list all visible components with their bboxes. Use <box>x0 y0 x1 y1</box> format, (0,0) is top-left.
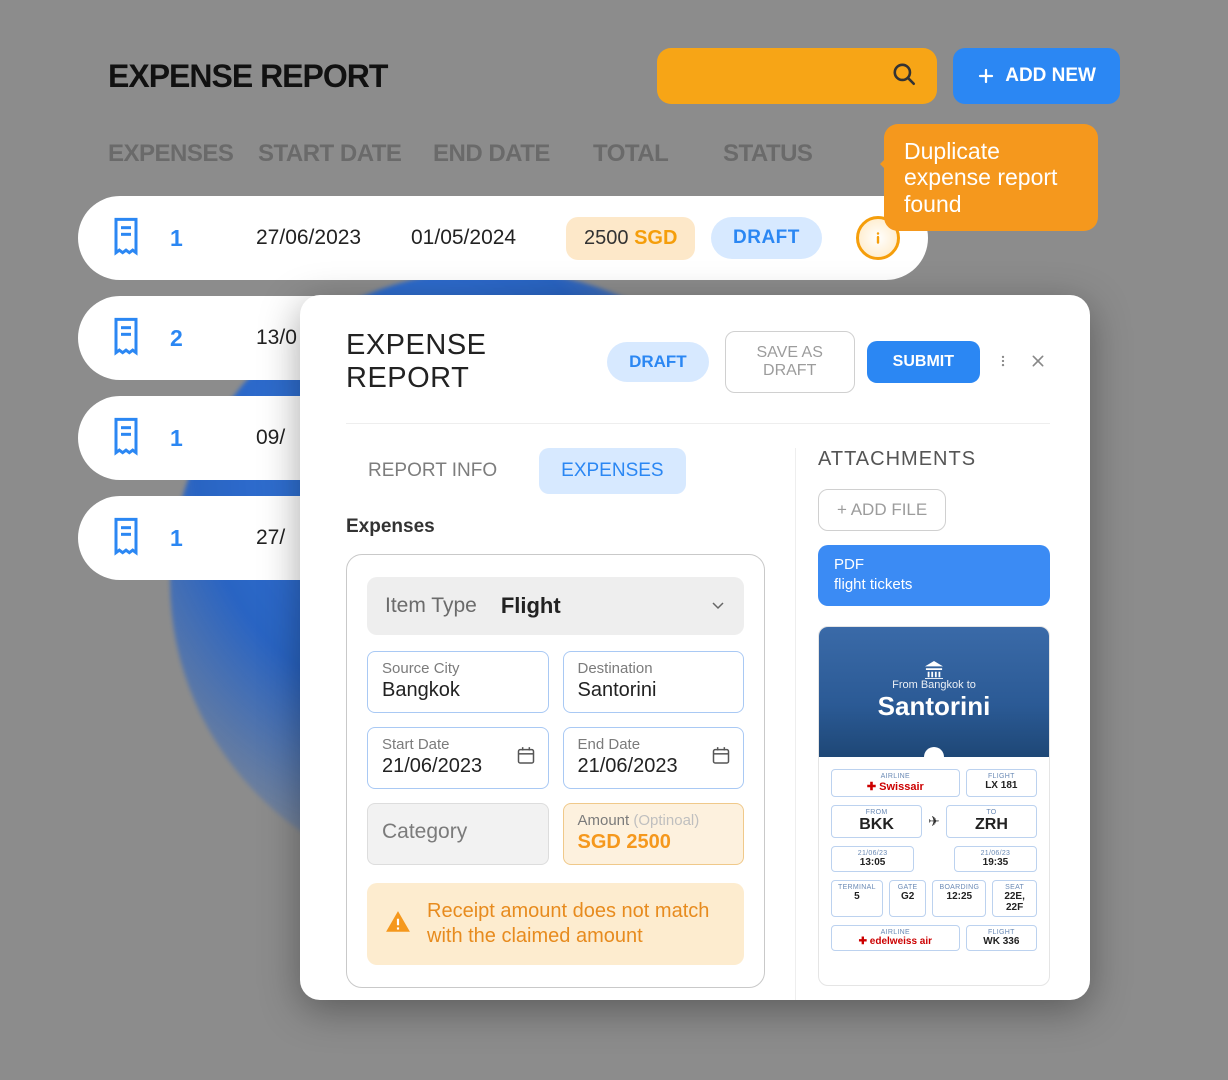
amount-mismatch-warning: Receipt amount does not match with the c… <box>367 883 744 965</box>
field-value: 21/06/2023 <box>578 755 730 778</box>
col-expenses: EXPENSES <box>108 140 258 168</box>
cell-count: 2 <box>170 325 256 352</box>
ticket-from-text: From Bangkok to <box>892 679 976 691</box>
calendar-icon <box>711 746 731 771</box>
file-type: PDF <box>834 555 1034 575</box>
ticket-hero: From Bangkok to Santorini <box>819 627 1049 757</box>
cell-total: 2500 SGD <box>566 217 711 260</box>
ticket-body: AIRLINE✚ Swissair FLIGHTLX 181 FROMBKK ✈… <box>819 757 1049 971</box>
cell-end-date: 01/05/2024 <box>411 226 566 250</box>
field-value: Santorini <box>578 679 730 702</box>
ticket-preview[interactable]: From Bangkok to Santorini AIRLINE✚ Swiss… <box>818 626 1050 986</box>
item-type-value: Flight <box>501 593 561 619</box>
top-bar: EXPENSE REPORT ADD NEW <box>108 48 1120 104</box>
col-end-date: END DATE <box>433 140 593 168</box>
page-title: EXPENSE REPORT <box>108 58 387 95</box>
cell-count: 1 <box>170 525 256 552</box>
start-date-field[interactable]: Start Date 21/06/2023 <box>367 727 549 789</box>
warning-icon <box>385 909 411 940</box>
expense-report-modal: EXPENSE REPORT DRAFT SAVE AS DRAFT SUBMI… <box>300 295 1090 1000</box>
file-name: flight tickets <box>834 575 1034 595</box>
modal-title: EXPENSE REPORT <box>346 329 591 395</box>
field-value: SGD 2500 <box>578 831 730 854</box>
modal-status-badge: DRAFT <box>607 342 709 382</box>
add-file-button[interactable]: + ADD FILE <box>818 489 946 531</box>
receipt-icon <box>106 216 170 261</box>
expense-item-card: Item Type Flight Source City Bangkok Des… <box>346 554 765 988</box>
tab-expenses[interactable]: EXPENSES <box>539 448 685 494</box>
receipt-icon <box>106 416 170 461</box>
field-value: 21/06/2023 <box>382 755 534 778</box>
tooltip-text: Duplicate expense report found <box>904 138 1057 217</box>
submit-button[interactable]: SUBMIT <box>867 341 980 383</box>
calendar-icon <box>516 746 536 771</box>
add-new-button[interactable]: ADD NEW <box>953 48 1120 104</box>
category-field[interactable]: Category <box>367 803 549 865</box>
attachments-title: ATTACHMENTS <box>818 448 1050 471</box>
source-city-field[interactable]: Source City Bangkok <box>367 651 549 713</box>
field-label: Source City <box>382 660 534 677</box>
search-input[interactable] <box>657 48 937 104</box>
col-status: STATUS <box>723 140 863 168</box>
chevron-down-icon <box>712 597 724 615</box>
more-options-icon[interactable] <box>992 348 1014 377</box>
item-type-select[interactable]: Item Type Flight <box>367 577 744 635</box>
field-label: Amount (Optinoal) <box>578 812 730 829</box>
landmark-icon <box>923 661 945 679</box>
cell-count: 1 <box>170 225 256 252</box>
field-label: End Date <box>578 736 730 753</box>
duplicate-tooltip: Duplicate expense report found <box>884 124 1098 231</box>
field-label: Destination <box>578 660 730 677</box>
col-total: TOTAL <box>593 140 723 168</box>
attachment-file[interactable]: PDF flight tickets <box>818 545 1050 606</box>
tab-report-info[interactable]: REPORT INFO <box>346 448 519 494</box>
destination-field[interactable]: Destination Santorini <box>563 651 745 713</box>
plus-icon <box>977 67 995 85</box>
plane-icon: ✈ <box>928 813 940 830</box>
item-type-label: Item Type <box>385 594 477 618</box>
modal-tabs: REPORT INFO EXPENSES <box>346 448 765 494</box>
receipt-icon <box>106 516 170 561</box>
ticket-destination: Santorini <box>878 691 991 722</box>
end-date-field[interactable]: End Date 21/06/2023 <box>563 727 745 789</box>
search-icon <box>891 61 917 92</box>
warning-text: Receipt amount does not match with the c… <box>427 899 726 949</box>
field-value: Bangkok <box>382 679 534 702</box>
modal-header: EXPENSE REPORT DRAFT SAVE AS DRAFT SUBMI… <box>346 329 1050 424</box>
receipt-icon <box>106 316 170 361</box>
cell-status: DRAFT <box>711 217 822 259</box>
table-row[interactable]: 1 27/06/2023 01/05/2024 2500 SGD DRAFT <box>78 196 928 280</box>
field-label: Category <box>382 820 534 844</box>
expenses-section-label: Expenses <box>346 516 765 538</box>
add-new-label: ADD NEW <box>1005 65 1096 87</box>
close-icon[interactable] <box>1026 349 1050 376</box>
amount-field[interactable]: Amount (Optinoal) SGD 2500 <box>563 803 745 865</box>
field-label: Start Date <box>382 736 534 753</box>
status-badge: DRAFT <box>711 217 822 259</box>
cell-start-date: 27/06/2023 <box>256 226 411 250</box>
col-start-date: START DATE <box>258 140 433 168</box>
cell-count: 1 <box>170 425 256 452</box>
save-as-draft-button[interactable]: SAVE AS DRAFT <box>725 331 855 393</box>
